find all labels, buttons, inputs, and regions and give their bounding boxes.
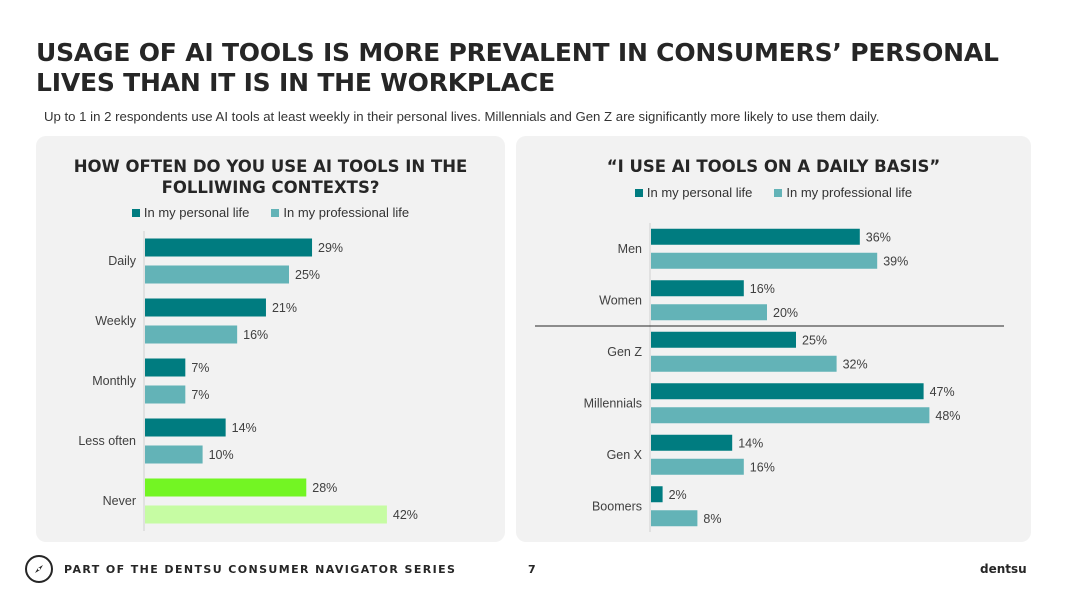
bar-gen-x-personal xyxy=(651,434,733,451)
data-label-monthly-professional: 7% xyxy=(191,388,209,402)
legend-swatch-personal xyxy=(131,208,140,217)
data-label-men-personal: 36% xyxy=(866,230,891,244)
compass-needle xyxy=(35,565,43,573)
legend-label-personal: In my personal life xyxy=(143,205,250,220)
data-label-men-professional: 39% xyxy=(883,254,908,268)
category-label-millennials: Millennials xyxy=(584,396,642,410)
bar-less-often-personal xyxy=(145,418,226,437)
bar-daily-personal xyxy=(145,238,313,257)
frequency-bar-chart: Daily 29% 25% Weekly 21% 16% Monthly 7% 7% Less o… xyxy=(78,231,418,531)
daily-use-chart-legend: In my personal life In my professional l… xyxy=(516,185,1031,200)
data-label-millennials-personal: 47% xyxy=(930,385,955,399)
legend-item-professional: In my professional life xyxy=(271,205,409,220)
bar-millennials-personal xyxy=(651,383,924,400)
category-label-less-often: Less often xyxy=(78,434,136,448)
legend-swatch-professional xyxy=(774,188,783,197)
data-label-gen-x-professional: 16% xyxy=(750,460,775,474)
legend-label-professional: In my professional life xyxy=(283,205,410,220)
data-label-less-often-personal: 14% xyxy=(232,421,257,435)
bar-women-professional xyxy=(651,304,767,321)
bar-never-personal xyxy=(145,478,307,497)
bar-women-personal xyxy=(651,280,744,297)
series-footer-text: PART OF THE DENTSU CONSUMER NAVIGATOR SE… xyxy=(64,563,457,576)
legend-swatch-personal xyxy=(634,188,643,197)
bar-gen-z-personal xyxy=(651,331,796,348)
category-label-never: Never xyxy=(103,494,136,508)
data-label-boomers-professional: 8% xyxy=(703,512,721,526)
bar-boomers-personal xyxy=(651,486,663,503)
category-label-women: Women xyxy=(599,293,642,307)
legend-item-professional: In my professional life xyxy=(774,185,912,200)
legend-label-personal: In my personal life xyxy=(646,185,753,200)
frequency-chart-title: HOW OFTEN DO YOU USE AI TOOLS IN THE FOL… xyxy=(36,156,505,198)
category-label-men: Men xyxy=(618,242,642,256)
daily-use-chart-title: “I USE AI TOOLS ON A DAILY BASIS” xyxy=(606,157,941,176)
compass-icon xyxy=(25,555,53,583)
bar-monthly-personal xyxy=(145,358,186,377)
daily-use-chart-panel: “I USE AI TOOLS ON A DAILY BASIS” In my … xyxy=(516,136,1031,542)
data-label-women-professional: 20% xyxy=(773,306,798,320)
bar-boomers-professional xyxy=(651,510,698,527)
data-label-gen-z-professional: 32% xyxy=(843,357,868,371)
page-subtitle: Up to 1 in 2 respondents use AI tools at… xyxy=(44,109,880,124)
bar-millennials-professional xyxy=(651,407,930,424)
legend-label-professional: In my professional life xyxy=(786,185,913,200)
page-number: 7 xyxy=(528,563,536,576)
bar-men-personal xyxy=(651,228,860,245)
category-label-weekly: Weekly xyxy=(95,314,137,328)
title-line-2: LIVES THAN IT IS IN THE WORKPLACE xyxy=(36,68,555,97)
data-label-less-often-professional: 10% xyxy=(209,448,234,462)
category-label-gen-x: Gen X xyxy=(607,448,643,462)
page-title: USAGE OF AI TOOLS IS MORE PREVALENT IN C… xyxy=(36,38,1036,98)
bar-monthly-professional xyxy=(145,385,186,404)
data-label-monthly-personal: 7% xyxy=(191,361,209,375)
frequency-chart-panel: HOW OFTEN DO YOU USE AI TOOLS IN THE FOL… xyxy=(36,136,505,542)
frequency-chart-title-line-2: FOLLIWING CONTEXTS? xyxy=(161,178,380,197)
data-label-gen-x-personal: 14% xyxy=(738,436,763,450)
frequency-chart-title-line-1: HOW OFTEN DO YOU USE AI TOOLS IN THE xyxy=(73,157,468,176)
data-label-boomers-personal: 2% xyxy=(669,488,687,502)
legend-swatch-professional xyxy=(271,208,280,217)
category-label-boomers: Boomers xyxy=(592,499,642,513)
title-line-1: USAGE OF AI TOOLS IS MORE PREVALENT IN C… xyxy=(36,38,999,67)
category-label-monthly: Monthly xyxy=(92,374,137,388)
data-label-never-professional: 42% xyxy=(393,508,418,522)
bar-men-professional xyxy=(651,252,878,269)
data-label-weekly-personal: 21% xyxy=(272,301,297,315)
daily-use-bar-chart: Men 36% 39% Women 16% 20% Gen Z 25% 32% Millennia… xyxy=(535,223,1004,532)
bar-gen-x-professional xyxy=(651,458,744,475)
data-label-weekly-professional: 16% xyxy=(243,328,268,342)
bar-gen-z-professional xyxy=(651,355,837,372)
data-label-daily-professional: 25% xyxy=(295,268,320,282)
bar-daily-professional xyxy=(145,265,289,284)
bar-weekly-personal xyxy=(145,298,266,317)
data-label-women-personal: 16% xyxy=(750,282,775,296)
bar-weekly-professional xyxy=(145,325,238,344)
data-label-gen-z-personal: 25% xyxy=(802,333,827,347)
data-label-never-personal: 28% xyxy=(312,481,337,495)
legend-item-personal: In my personal life xyxy=(634,185,753,200)
data-label-daily-personal: 29% xyxy=(318,241,343,255)
brand-logo: dentsu xyxy=(980,562,1027,576)
frequency-chart-legend: In my personal life In my professional l… xyxy=(36,205,505,220)
category-label-gen-z: Gen Z xyxy=(607,345,642,359)
category-label-daily: Daily xyxy=(108,254,137,268)
data-label-millennials-professional: 48% xyxy=(935,409,960,423)
legend-item-personal: In my personal life xyxy=(131,205,250,220)
bar-never-professional xyxy=(145,505,387,524)
bar-less-often-professional xyxy=(145,445,203,464)
